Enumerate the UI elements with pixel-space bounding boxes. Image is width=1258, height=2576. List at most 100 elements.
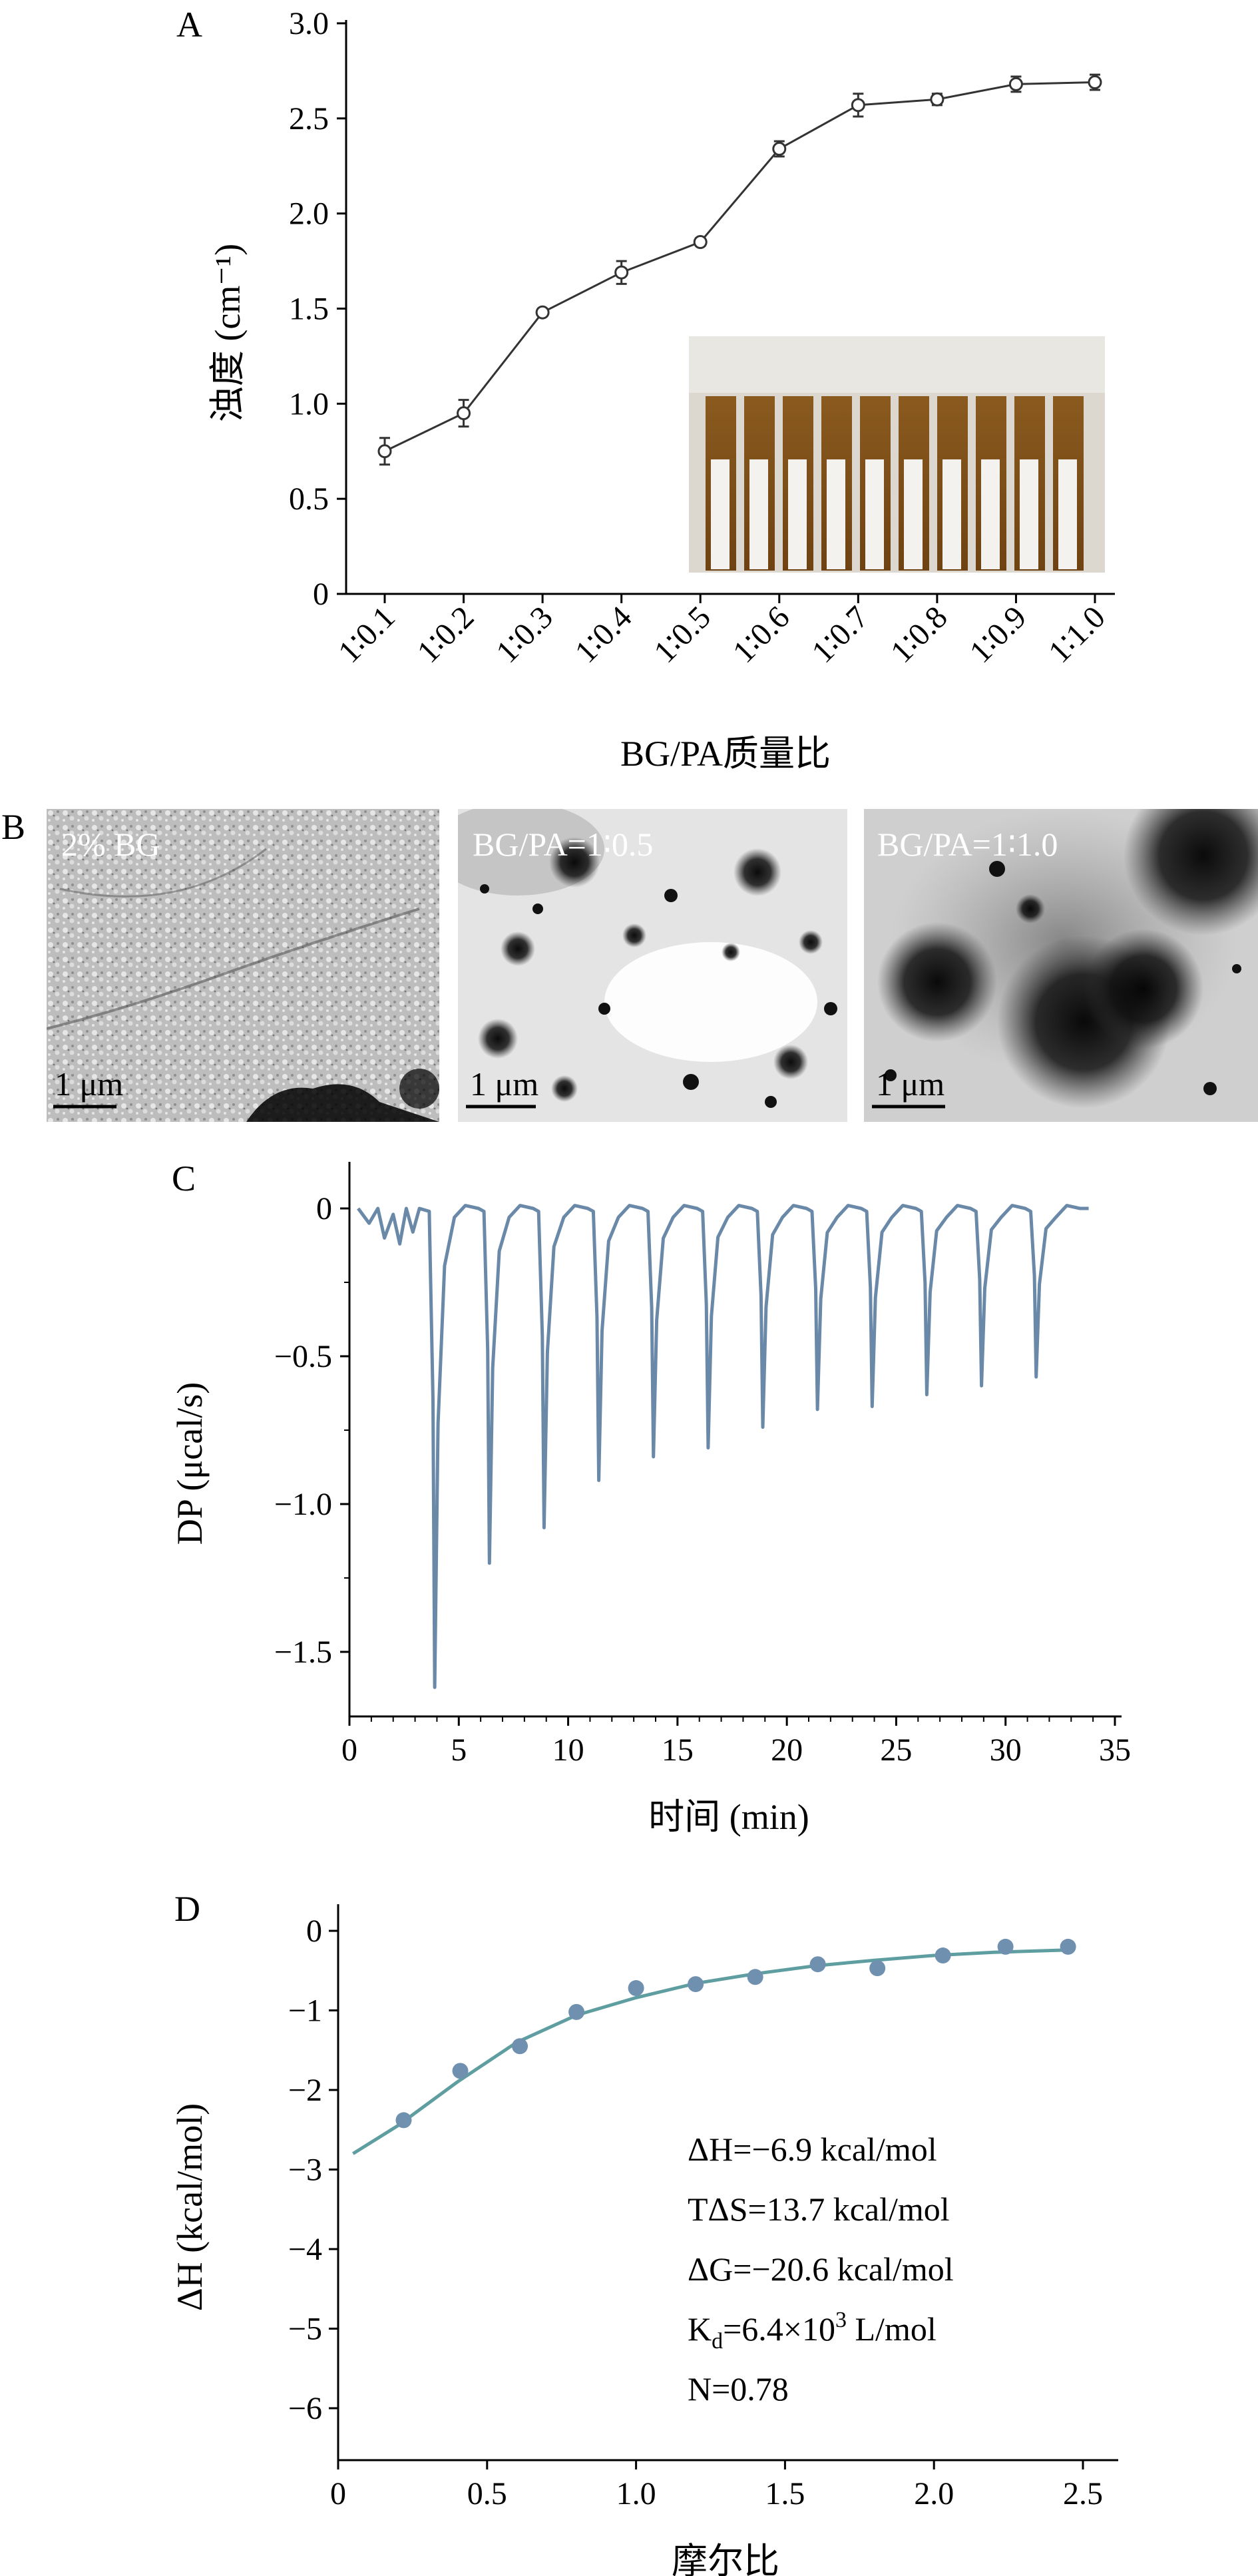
annotation-dh: ΔH=−6.9 kcal/mol <box>688 2131 937 2168</box>
vial-label <box>827 459 845 569</box>
panel-c-letter: C <box>172 1159 196 1198</box>
data-point <box>809 1956 826 1973</box>
data-point <box>457 406 471 421</box>
x-tick-label: 1∶0.8 <box>884 599 954 670</box>
data-point <box>535 305 550 320</box>
x-tick-label: 25 <box>880 1732 912 1768</box>
x-tick-label: 2.5 <box>1063 2476 1103 2511</box>
y-tick-label: 2.0 <box>289 196 329 232</box>
panel-c-series <box>357 1204 1089 1689</box>
vial-label <box>865 459 884 569</box>
scale-label-2: 1 μm <box>470 1065 538 1103</box>
panel-d-letter: D <box>174 1889 200 1929</box>
x-tick-label: 20 <box>771 1732 803 1768</box>
y-tick-label: −1.0 <box>274 1487 332 1522</box>
data-point <box>395 2112 412 2129</box>
x-tick-label: 5 <box>451 1732 467 1768</box>
x-tick-label: 0 <box>341 1732 357 1768</box>
y-tick-label: 1.0 <box>289 386 329 421</box>
x-tick-label: 1∶0.1 <box>331 599 402 670</box>
panel-d-xlabel: 摩尔比 <box>672 2541 779 2576</box>
annotation-dg: ΔG=−20.6 kcal/mol <box>688 2250 954 2288</box>
data-point <box>997 1938 1014 1955</box>
y-tick-label: 3.0 <box>289 6 329 41</box>
annotation-n: N=0.78 <box>688 2370 789 2408</box>
x-tick-label: 1∶0.4 <box>568 599 639 670</box>
x-tick-label: 10 <box>552 1732 584 1768</box>
y-tick-label: 0.5 <box>289 481 329 517</box>
vial-label <box>981 459 1000 569</box>
data-point <box>851 98 865 113</box>
panel-c-xlabel: 时间 (min) <box>648 1797 809 1837</box>
data-point <box>568 2003 585 2020</box>
data-point <box>512 2038 528 2055</box>
x-tick-label: 1∶0.6 <box>726 599 797 670</box>
vial-label <box>1058 459 1077 569</box>
x-tick-label: 30 <box>990 1732 1022 1768</box>
turbidity-line <box>384 81 1096 453</box>
data-point <box>772 142 787 156</box>
vial-label <box>943 459 961 569</box>
scale-label-1: 1 μm <box>55 1065 123 1103</box>
tem-image-3: BG/PA=1∶1.0 1 μm <box>864 809 1258 1122</box>
data-point <box>869 1960 886 1977</box>
x-tick-label: 35 <box>1099 1732 1131 1768</box>
data-point <box>930 92 944 107</box>
data-point <box>935 1947 951 1964</box>
tem-image-3-label: BG/PA=1∶1.0 <box>877 826 1058 863</box>
panel-c: C 0 −0.5 −1.0 −1.5 0 5 10 15 20 25 30 35 DP (μcal/s… <box>170 1159 1131 1837</box>
panel-b: B 2% BG 1 μm <box>1 807 1258 1122</box>
power-trace <box>357 1204 1089 1689</box>
y-tick-label: 2.5 <box>289 101 329 136</box>
panel-c-ylabel: DP (μcal/s) <box>170 1382 210 1545</box>
x-tick-label: 0.5 <box>467 2476 507 2511</box>
x-tick-label: 1∶0.5 <box>647 599 718 670</box>
panel-a: A 00.51.01.52.02.53.01∶0.1 1∶0.2 1∶0.3 1∶0.… <box>176 5 1115 774</box>
data-point <box>1088 75 1102 90</box>
data-point <box>628 1980 644 1997</box>
panel-d-axes: 0 −1 −2 −3 −4 −5 −6 0 0.5 1.0 1.5 2.0 2.5 <box>288 1904 1118 2511</box>
x-tick-label: 1∶0.3 <box>489 599 560 670</box>
panel-a-letter: A <box>176 5 202 45</box>
vial-photo <box>689 336 1105 573</box>
panel-c-axes: 0 −0.5 −1.0 −1.5 0 5 10 15 20 25 30 35 <box>274 1162 1131 1768</box>
data-point <box>614 265 629 280</box>
panel-b-letter: B <box>1 807 25 847</box>
panel-d: D 0 −1 −2 −3 −4 −5 −6 0 0.5 1.0 1.5 2.0 2.5 ΔH (kcal… <box>170 1889 1118 2576</box>
data-point <box>688 1976 704 1993</box>
data-point <box>1008 77 1023 91</box>
panel-a-series <box>377 73 1102 466</box>
vial-label <box>788 459 807 569</box>
tem-image-1-label: 2% BG <box>61 826 160 863</box>
y-tick-label: −1.5 <box>274 1635 332 1670</box>
x-tick-label: 1∶0.9 <box>963 599 1034 670</box>
data-point <box>1060 1938 1076 1955</box>
y-tick-label: 0 <box>313 577 329 612</box>
x-tick-label: 1∶0.7 <box>805 599 875 670</box>
vial-label <box>1020 459 1038 569</box>
y-tick-label: −1 <box>288 1993 322 2029</box>
y-tick-label: 0 <box>306 1914 322 1949</box>
panel-a-xlabel: BG/PA质量比 <box>620 734 831 774</box>
vial-label <box>711 459 730 569</box>
annotation-tds: TΔS=13.7 kcal/mol <box>688 2190 950 2228</box>
data-point <box>693 235 708 250</box>
x-tick-label: 0 <box>330 2476 346 2511</box>
y-tick-label: 0 <box>316 1191 332 1226</box>
y-tick-label: −2 <box>288 2073 322 2108</box>
y-tick-label: −5 <box>288 2312 322 2347</box>
fit-curve <box>352 1948 1068 2155</box>
tem-image-1: 2% BG 1 μm <box>47 809 439 1122</box>
thermo-annotations: ΔH=−6.9 kcal/mol TΔS=13.7 kcal/mol ΔG=−2… <box>688 2131 954 2408</box>
tem-image-2-label: BG/PA=1∶0.5 <box>473 826 653 863</box>
y-tick-label: −6 <box>288 2391 322 2426</box>
x-tick-label: 1∶0.2 <box>411 599 481 670</box>
data-point <box>377 444 392 459</box>
data-point <box>452 2063 469 2079</box>
scale-label-3: 1 μm <box>876 1065 944 1103</box>
y-tick-label: −4 <box>288 2232 322 2267</box>
x-tick-label: 2.0 <box>914 2476 954 2511</box>
y-tick-label: −3 <box>288 2153 322 2188</box>
vial-label <box>904 459 923 569</box>
